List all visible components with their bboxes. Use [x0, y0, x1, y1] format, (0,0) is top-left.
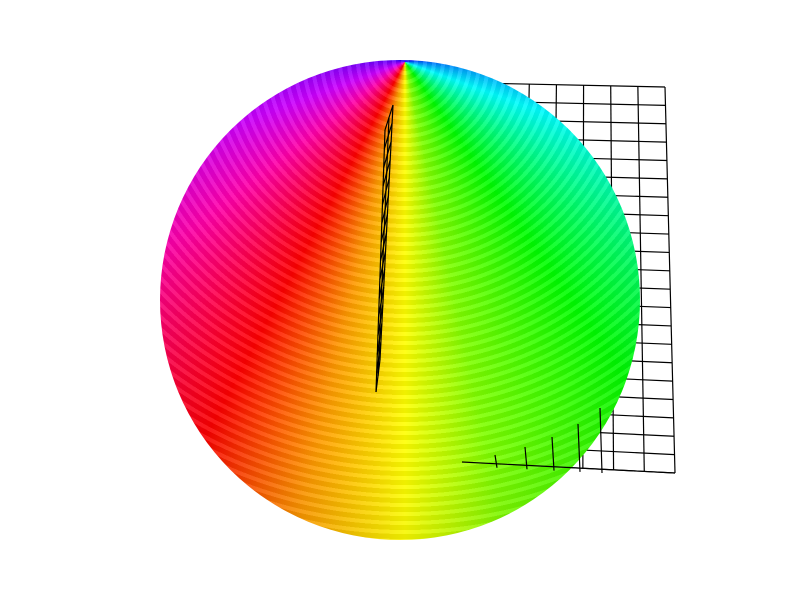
- grid-line: [378, 268, 386, 299]
- grid-line: [375, 359, 381, 393]
- grid-line: [551, 436, 555, 471]
- grid-line: [376, 323, 383, 355]
- grid-line: [384, 104, 394, 131]
- grid-line: [599, 407, 603, 474]
- grid-line: [379, 232, 388, 262]
- grid-line: [381, 177, 390, 206]
- grid-line: [379, 250, 387, 280]
- grid-line: [383, 141, 392, 168]
- grid-line: [381, 195, 389, 224]
- grid-line: [664, 86, 676, 474]
- grid-line: [377, 305, 384, 336]
- grid-line: [382, 159, 391, 187]
- grid-line: [380, 214, 389, 243]
- grid-line: [494, 454, 498, 468]
- grid-line: [524, 446, 528, 470]
- grid-line: [376, 341, 382, 374]
- grid-line: [383, 123, 393, 149]
- grid-line: [461, 461, 676, 474]
- sphere: [160, 60, 640, 540]
- grid-line: [577, 423, 581, 472]
- grid-line: [377, 287, 385, 318]
- grid-line: [474, 82, 666, 88]
- grid-line: [637, 86, 645, 472]
